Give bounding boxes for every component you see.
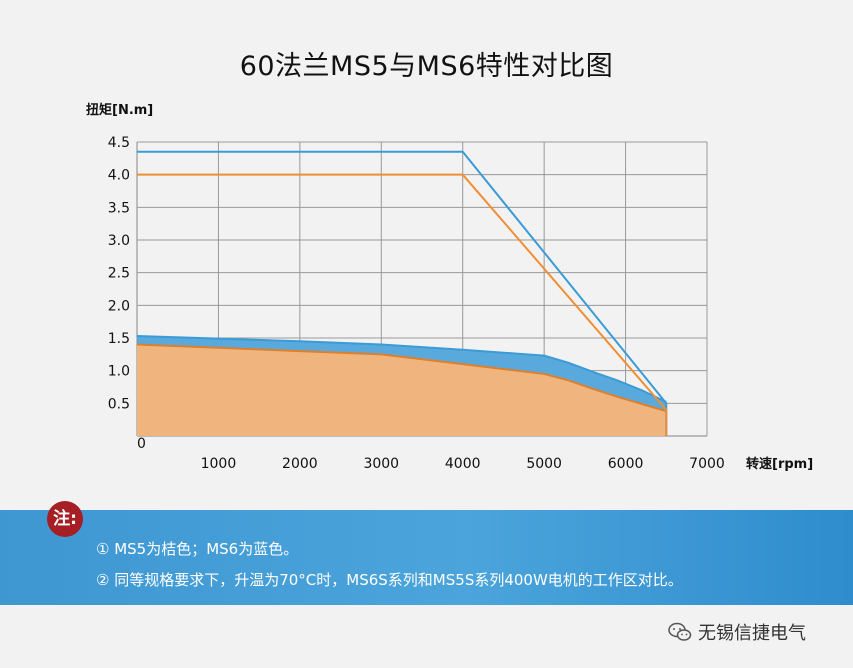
watermark-text: 无锡信捷电气 <box>698 623 806 644</box>
y-tick-0.5: 0.5 <box>108 396 130 412</box>
note-line-2: ② 同等规格要求下，升温为70°C时，MS6S系列和MS5S系列400W电机的工… <box>96 571 683 589</box>
y-tick-4: 4.0 <box>108 168 130 184</box>
x-tick-5000: 5000 <box>526 456 562 472</box>
y-tick-2.5: 2.5 <box>108 266 130 282</box>
wechat-icon <box>668 622 692 641</box>
peak-lines <box>137 150 668 436</box>
chart-title: 60法兰MS5与MS6特性对比图 <box>239 51 614 82</box>
note-line-1: ① MS5为桔色；MS6为蓝色。 <box>96 540 299 558</box>
x-tick-3000: 3000 <box>363 456 399 472</box>
area-ms5s <box>137 344 667 436</box>
area-edge-ms5s <box>136 343 667 413</box>
x-tick-6000: 6000 <box>608 456 644 472</box>
note-band <box>0 510 853 605</box>
y-tick-4.5: 4.5 <box>108 135 130 151</box>
y-ticks: 0.5 1.0 1.5 2.0 2.5 3.0 3.5 4.0 4.5 <box>108 135 130 412</box>
note-badge: 注: <box>47 501 83 537</box>
work-areas <box>136 335 667 436</box>
y-axis-label: 扭矩[N.m] <box>86 102 153 118</box>
y-tick-3.5: 3.5 <box>108 200 130 216</box>
y-tick-1: 1.0 <box>108 364 130 380</box>
torque-speed-chart: 1000 2000 3000 4000 5000 6000 7000 0.5 1.0 1.5 2.… <box>86 102 813 472</box>
x-tick-1000: 1000 <box>201 456 237 472</box>
line-ms5 <box>137 173 668 436</box>
x-tick-4000: 4000 <box>445 456 481 472</box>
x-axis-label: 转速[rpm] <box>746 456 813 472</box>
x-ticks: 1000 2000 3000 4000 5000 6000 7000 <box>201 456 725 472</box>
y-tick-1.5: 1.5 <box>108 331 130 347</box>
x-tick-7000: 7000 <box>689 456 725 472</box>
y-tick-3: 3.0 <box>108 233 130 249</box>
y-tick-2: 2.0 <box>108 298 130 314</box>
x-tick-2000: 2000 <box>282 456 318 472</box>
area-edge-ms6s <box>136 335 667 403</box>
watermark: 无锡信捷电气 <box>668 619 806 645</box>
origin-label: 0 <box>137 436 146 452</box>
